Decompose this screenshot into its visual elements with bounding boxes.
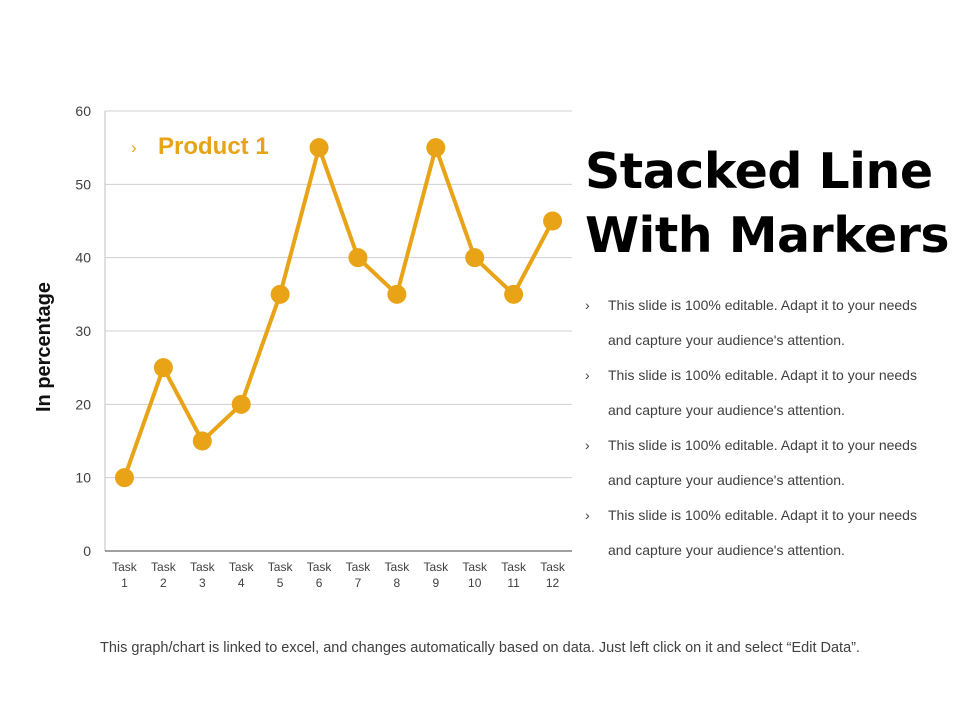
x-tick-label: Task 10 — [462, 560, 488, 590]
slide-title: Stacked Line With Markers — [585, 140, 950, 268]
bullet-item: › This slide is 100% editable. Adapt it … — [582, 288, 952, 358]
y-axis-label: In percentage — [33, 282, 55, 412]
data-point-marker — [465, 248, 485, 268]
y-tick-label: 0 — [83, 543, 91, 559]
legend-label: Product 1 — [158, 133, 269, 160]
data-point-marker — [504, 284, 524, 304]
chevron-right-icon: › — [585, 437, 590, 453]
x-tick-label: Task 3 — [190, 560, 216, 590]
data-point-marker — [426, 138, 446, 158]
bullet-text-line-1: This slide is 100% editable. Adapt it to… — [608, 437, 917, 453]
legend-chevron-icon: › — [131, 138, 137, 157]
y-tick-label: 10 — [75, 470, 91, 486]
bullet-text-line-1: This slide is 100% editable. Adapt it to… — [608, 507, 917, 523]
x-tick-label: Task 7 — [346, 560, 372, 590]
bullet-item: › This slide is 100% editable. Adapt it … — [582, 358, 952, 428]
x-tick-label: Task 9 — [423, 560, 449, 590]
data-point-marker — [192, 431, 212, 451]
bullet-text-line-2: and capture your audience's attention. — [608, 402, 845, 418]
bullet-text-line-2: and capture your audience's attention. — [608, 542, 845, 558]
x-tick-label: Task 1 — [112, 560, 138, 590]
x-tick-label: Task 6 — [307, 560, 333, 590]
x-tick-label: Task 8 — [385, 560, 411, 590]
bullet-item: › This slide is 100% editable. Adapt it … — [582, 498, 952, 568]
x-tick-label: Task 5 — [268, 560, 294, 590]
chevron-right-icon: › — [585, 507, 590, 523]
bullet-item: › This slide is 100% editable. Adapt it … — [582, 428, 952, 498]
x-tick-label: Task 4 — [229, 560, 255, 590]
bullet-text-line-1: This slide is 100% editable. Adapt it to… — [608, 297, 917, 313]
data-point-marker — [153, 358, 173, 378]
bullet-list: › This slide is 100% editable. Adapt it … — [582, 288, 952, 568]
y-tick-label: 60 — [75, 103, 91, 119]
bullet-text-line-2: and capture your audience's attention. — [608, 472, 845, 488]
y-tick-label: 30 — [75, 323, 91, 339]
y-tick-label: 20 — [75, 396, 91, 412]
chevron-right-icon: › — [585, 367, 590, 383]
bullet-text-line-2: and capture your audience's attention. — [608, 332, 845, 348]
bullet-text-line-1: This slide is 100% editable. Adapt it to… — [608, 367, 917, 383]
data-point-marker — [543, 211, 563, 231]
data-point-marker — [348, 248, 368, 268]
title-line-2: With Markers — [585, 207, 950, 264]
data-point-marker — [387, 284, 407, 304]
footer-note: This graph/chart is linked to excel, and… — [99, 640, 861, 656]
series-line — [122, 145, 555, 479]
x-tick-label: Task 12 — [540, 560, 566, 590]
x-tick-label: Task 2 — [151, 560, 177, 590]
data-point-marker — [270, 284, 290, 304]
data-point-marker — [114, 468, 134, 488]
y-tick-label: 40 — [75, 250, 91, 266]
x-tick-label: Task 11 — [501, 560, 527, 590]
title-line-1: Stacked Line — [585, 143, 933, 200]
data-point-marker — [231, 394, 251, 414]
data-point-marker — [309, 138, 329, 158]
y-tick-label: 50 — [75, 176, 91, 192]
chevron-right-icon: › — [585, 297, 590, 313]
